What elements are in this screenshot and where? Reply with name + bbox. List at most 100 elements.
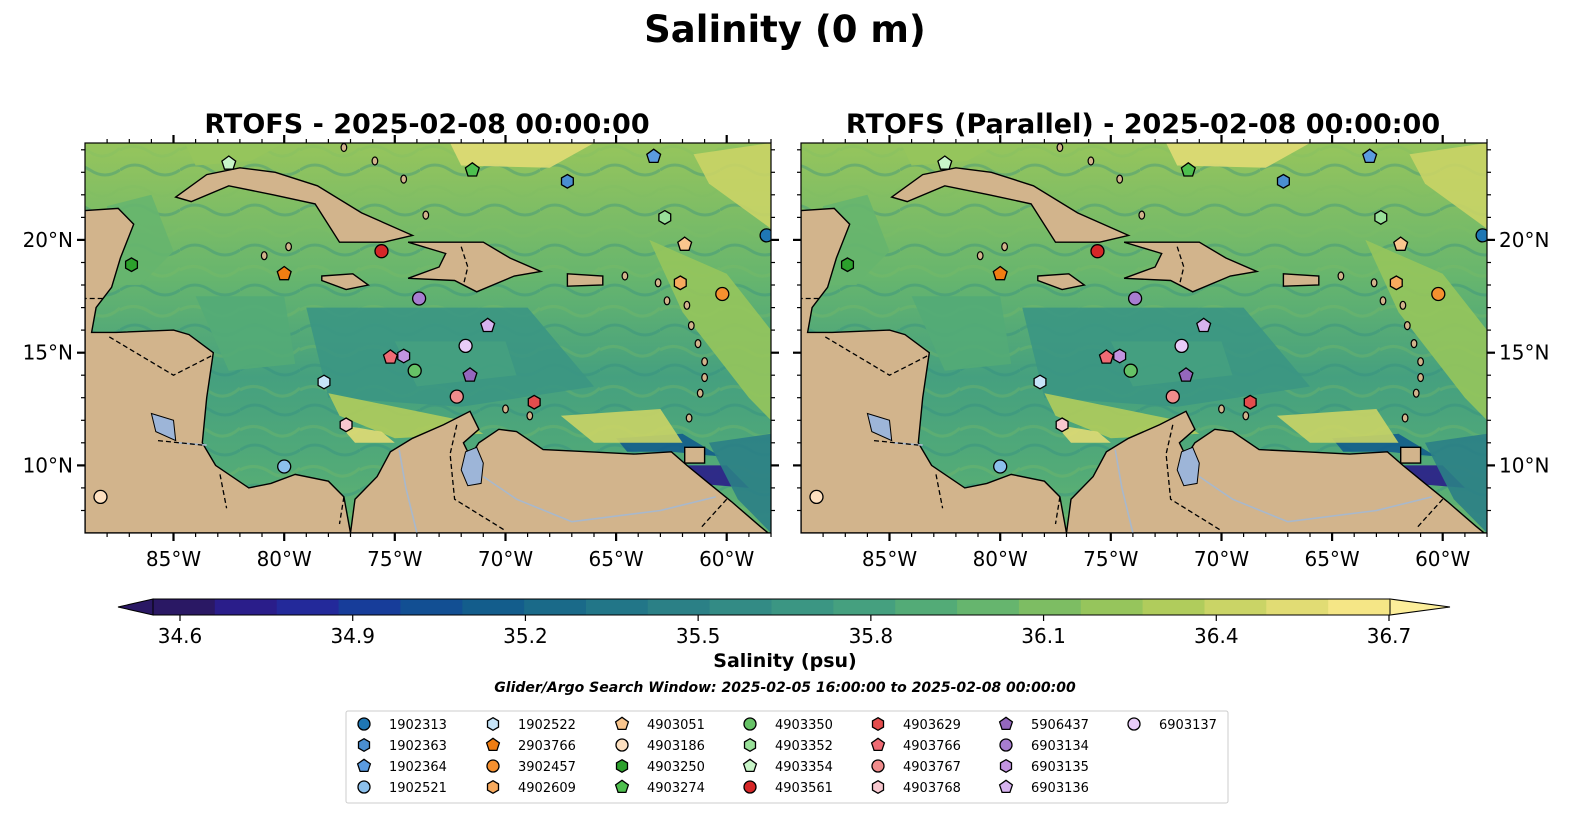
island: [1001, 242, 1008, 252]
legend-item: 4903274: [614, 779, 705, 796]
legend-item: 6903136: [998, 779, 1089, 796]
legend-label: 4903354: [775, 760, 833, 775]
lake: [460, 446, 484, 487]
float-3902457-marker: [715, 286, 730, 302]
colorbar-segment: [153, 599, 216, 615]
legend-pentagon-icon: [742, 758, 758, 773]
legend-frame: [345, 710, 1229, 804]
legend-circle-icon: [1127, 717, 1141, 731]
salinity-patch: [709, 433, 771, 533]
float-4903561-marker: [374, 244, 389, 259]
legend-item: 3902457: [486, 759, 576, 775]
island: [1417, 372, 1424, 383]
legend-hexagon-icon: [871, 779, 885, 795]
island: [654, 278, 662, 288]
colorbar-segment: [1266, 599, 1329, 615]
float-4903250-marker: [840, 257, 855, 273]
colorbar-segment: [1018, 599, 1082, 615]
border-line: [108, 336, 214, 376]
lat-tick-label: 10°N: [23, 453, 73, 477]
float-1902364-marker: [1362, 148, 1378, 164]
colorbar-label: Salinity (psu): [713, 650, 856, 672]
legend-pentagon-icon: [614, 716, 630, 731]
float-1902363-marker: [560, 173, 574, 189]
lat-tick-label: 10°N: [1499, 453, 1549, 477]
salinity-patch: [560, 409, 683, 443]
legend-hexagon-icon: [743, 737, 757, 753]
island: [663, 296, 671, 306]
land-mass: [890, 167, 1131, 243]
float-4903768-marker: [1055, 417, 1069, 433]
legend-item: 4903561: [743, 780, 833, 796]
land-mass: [801, 207, 1068, 533]
colorbar-segment: [895, 599, 958, 615]
land-mass: [407, 241, 544, 293]
legend-pentagon-icon: [998, 716, 1014, 731]
salinity-patch: [1425, 433, 1487, 533]
float-1902313-marker: [759, 228, 771, 243]
island: [1410, 339, 1418, 349]
float-4903352-marker: [658, 209, 672, 225]
float-4903051-marker: [1393, 236, 1409, 251]
colorbar-segment: [586, 599, 649, 615]
salinity-patch: [394, 341, 517, 387]
float-6903135-marker: [397, 348, 411, 364]
legend-label: 6903135: [1031, 760, 1089, 775]
land-mass: [1400, 446, 1422, 464]
land-mass: [1282, 273, 1320, 287]
land-mass: [1123, 241, 1260, 293]
legend-item: 1902521: [357, 780, 447, 796]
lon-tick-label: 75°W: [367, 547, 422, 571]
legend-item: 6903135: [999, 758, 1089, 775]
salinity-patch: [900, 143, 1001, 166]
float-4903350-marker: [407, 363, 422, 378]
float-4903561-marker: [1090, 244, 1105, 259]
border-line: [935, 474, 944, 509]
river: [482, 475, 716, 523]
legend-item: 4903350: [743, 717, 833, 733]
lake: [866, 412, 893, 442]
colorbar-tick-label: 34.9: [330, 624, 375, 648]
search-window-note: Glider/Argo Search Window: 2025-02-05 16…: [494, 680, 1076, 696]
lat-tick-label: 15°N: [23, 341, 73, 365]
colorbar-segment: [1204, 599, 1267, 615]
float-2903766-marker: [276, 265, 292, 281]
legend-label: 4903767: [903, 760, 961, 775]
border-line: [1165, 424, 1222, 532]
legend-circle-icon: [357, 780, 371, 794]
legend-label: 4903274: [647, 781, 705, 796]
legend-label: 6903137: [1159, 718, 1217, 733]
float-4903051-marker: [677, 236, 693, 251]
border-line: [699, 498, 728, 529]
map-frame: [84, 142, 772, 534]
land-mass: [1037, 273, 1087, 291]
island: [1116, 174, 1124, 184]
legend-label: 4903768: [903, 781, 961, 796]
land-mass: [321, 273, 371, 291]
lon-tick-label: 85°W: [862, 547, 917, 571]
legend-label: 4903352: [775, 739, 833, 754]
land-mass: [349, 410, 771, 533]
salinity-patch: [1409, 143, 1487, 229]
float-4903354-marker: [937, 155, 953, 170]
river: [1198, 475, 1432, 523]
colorbar-segment: [338, 599, 402, 615]
legend-label: 4903051: [647, 718, 705, 733]
island: [371, 156, 379, 166]
border-line: [338, 496, 345, 525]
island: [685, 413, 693, 423]
legend-item: 4903250: [615, 758, 705, 775]
colorbar-segment: [276, 599, 340, 615]
lon-tick-label: 60°W: [1415, 547, 1470, 571]
float-6903137-marker: [1174, 338, 1189, 354]
colorbar-segment: [647, 599, 711, 615]
float-6903137-marker: [458, 338, 473, 354]
legend-pentagon-icon: [870, 737, 886, 752]
float-4903350-marker: [1123, 363, 1138, 378]
legend-item: 1902364: [356, 758, 447, 775]
legend-item: 4903767: [871, 759, 961, 775]
float-6903136-marker: [480, 317, 496, 333]
salinity-patch: [1276, 409, 1399, 443]
island: [1399, 300, 1407, 310]
